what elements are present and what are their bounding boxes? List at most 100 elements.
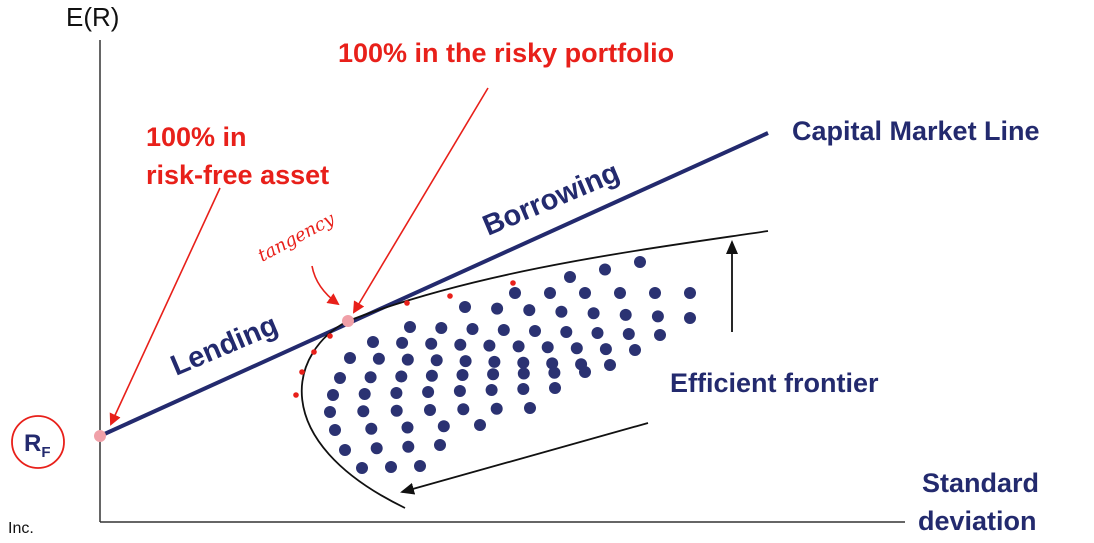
portfolio-dot [422,386,435,398]
portfolio-dot [425,369,438,382]
portfolio-dot [549,382,561,394]
efficient-frontier-arrow-bottom [400,422,649,495]
portfolio-dot [629,344,641,356]
portfolio-dot [512,340,525,353]
portfolio-dot [334,372,346,384]
portfolio-dot [509,287,521,299]
portfolio-dot [529,325,541,337]
portfolio-dot [390,404,403,417]
rf-label-sub: F [41,444,50,461]
portfolio-dot [357,405,370,418]
efficient-frontier-curve [300,230,769,509]
tangency-hand-arrow [311,265,340,306]
portfolio-dot [365,422,378,435]
portfolio-dot [370,442,383,455]
portfolio-dot [395,370,408,383]
portfolio-dot [654,329,666,341]
tangency-point [342,315,354,327]
portfolio-dot [327,389,339,401]
lending-label: Lending [166,309,282,383]
portfolio-dot [457,403,470,416]
portfolio-dot [454,338,467,351]
portfolio-dot [424,404,436,416]
portfolio-dot [599,343,612,356]
portfolio-dot [497,324,510,336]
portfolio-dot [404,321,416,333]
portfolio-dot [491,302,504,315]
portfolio-dot [684,287,696,299]
portfolio-dot [651,310,664,323]
portfolio-dot [474,419,486,431]
portfolio-dot [385,461,397,473]
portfolio-dot [356,462,368,474]
portfolio-dot [544,287,556,299]
portfolio-dot [459,301,471,313]
capital-market-line [99,131,769,438]
portfolio-dot [364,371,377,384]
risky-portfolio-label: 100% in the risky portfolio [338,38,674,68]
portfolio-dot [466,323,479,335]
risk-free-label-line1: 100% in [146,122,247,152]
portfolio-dot [329,424,341,436]
portfolio-dot [614,287,626,299]
portfolio-dot [485,384,498,396]
y-axis-label: E(R) [66,2,119,32]
portfolio-dot [564,271,576,283]
capital-market-line-label: Capital Market Line [792,116,1040,146]
portfolio-dot [517,356,530,369]
portfolio-dot [487,368,500,381]
portfolio-dot [579,287,591,299]
rf-label: RF [24,430,51,461]
x-axis-label-line2: deviation [918,506,1037,536]
portfolio-dot [555,305,568,318]
portfolio-dot [372,352,385,365]
corner-text: Inc. [8,520,34,537]
portfolio-dot [546,357,559,370]
risky-portfolio-arrow [352,87,489,314]
portfolio-dot [634,256,646,268]
portfolio-dot [414,460,426,472]
portfolio-dot [490,402,503,415]
portfolio-dot [459,355,472,368]
portfolio-dot [339,444,351,456]
portfolio-dot [599,263,611,276]
portfolio-dot [619,308,632,321]
portfolio-dot [517,367,530,380]
portfolio-dot [367,336,379,348]
portfolio-dot [517,383,530,395]
portfolio-dot [604,359,616,371]
portfolio-dot [560,326,573,338]
portfolio-dot [434,439,446,451]
portfolio-dot [324,406,336,418]
portfolio-dot [402,440,415,453]
risk-free-label-line2: risk-free asset [146,160,329,190]
frontier-red-marks [293,280,516,398]
portfolio-dot [548,366,561,379]
portfolio-dot [622,328,635,340]
risk-free-point [94,430,106,442]
portfolio-dots [324,256,696,474]
rf-label-main: R [24,430,41,457]
portfolio-dot [591,327,604,339]
rf-circle [11,415,65,469]
portfolio-dot [523,304,536,317]
risk-free-arrow [109,187,221,426]
portfolio-dot [453,385,466,397]
portfolio-dot [488,355,501,368]
portfolio-dot [430,354,443,367]
portfolio-dot [541,341,554,354]
portfolio-dot [425,337,438,350]
portfolio-dot [483,339,496,352]
portfolio-dot [456,369,469,381]
portfolio-dot [649,287,661,299]
portfolio-dot [684,312,696,324]
portfolio-dot [396,336,409,349]
handwritten-tangency: tangency [254,208,338,266]
portfolio-dot [401,421,414,434]
portfolio-dot [390,387,403,399]
portfolio-dot [344,352,356,364]
portfolio-dot [570,342,583,355]
portfolio-dot [435,322,448,334]
portfolio-dot [437,420,450,433]
